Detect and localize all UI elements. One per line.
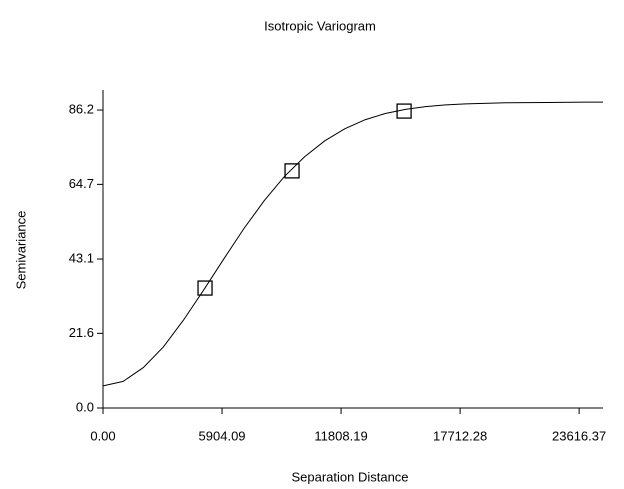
data-point: [396, 103, 412, 119]
x-tick-label: 0.00: [90, 428, 115, 443]
y-tick-label: 64.7: [69, 176, 94, 191]
y-tick-label: 86.2: [69, 101, 94, 116]
y-tick-label: 0.0: [76, 399, 94, 414]
chart-title: Isotropic Variogram: [264, 18, 376, 33]
x-tick-label: 23616.37: [552, 428, 606, 443]
y-axis-label: Semivariance: [13, 211, 28, 290]
data-point: [284, 163, 300, 179]
x-axis-label: Separation Distance: [291, 469, 408, 484]
variogram-curve: [102, 101, 603, 387]
y-tick-label: 21.6: [69, 325, 94, 340]
x-tick-label: 5904.09: [199, 428, 246, 443]
data-point: [197, 280, 213, 296]
x-tick-label: 17712.28: [433, 428, 487, 443]
y-tick-label: 43.1: [69, 250, 94, 265]
x-tick-label: 11808.19: [314, 428, 367, 443]
